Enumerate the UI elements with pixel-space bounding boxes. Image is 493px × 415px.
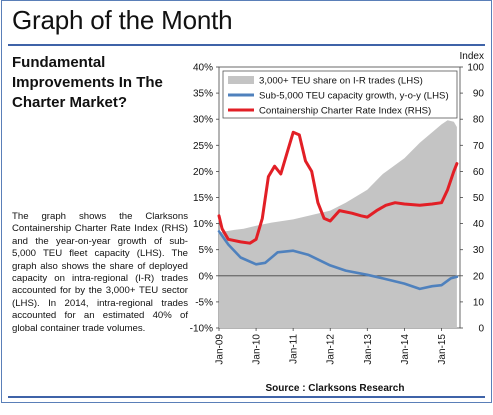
legend-label-2: Containership Charter Rate Index (RHS) [259,106,431,117]
y-right-tick-label: 20 [473,271,485,282]
combo-line-area-chart: -10% -5% 0% 5% 10% 15% 20% 25% 30% 35% 40% 0 10 20 30 4… [190,51,485,365]
y-right-tick-label: 60 [473,167,485,178]
chart-subtitle: Fundamental Improvements In The Charter … [12,54,163,111]
y-left-tick-label: 10% [193,219,213,230]
x-tick-label: Jan-14 [400,334,411,365]
y-right-tick-label: 50 [473,193,485,204]
graph-of-the-month-panel: Graph of the Month Fundamental Improveme… [1,0,492,403]
y-left-tick-label: -5% [195,297,213,308]
series-line-2 [217,130,459,245]
series-line-1 [217,230,459,291]
chart-description: The graph shows the Clarksons Containers… [12,211,188,334]
legend-swatch-0 [228,76,254,84]
y-right-tick-label: 100 [467,63,484,74]
x-tick-label: Jan-15 [437,334,448,365]
y-left-tick-label: 40% [193,63,213,74]
x-tick-label: Jan-12 [326,334,337,365]
legend-label-1: Sub-5,000 TEU capacity growth, y-o-y (LH… [259,91,449,102]
y-right-tick-label: 70 [473,141,485,152]
y-left-tick-label: 5% [199,245,214,256]
y-right-tick-label: 90 [473,89,485,100]
bottom-divider [8,396,485,398]
x-tick-label: Jan-13 [363,334,374,365]
y-left-tick-label: -10% [190,324,213,335]
x-tick-label: Jan-09 [215,334,226,365]
y-left-tick-label: 30% [193,115,213,126]
y-right-tick-label: 10 [473,297,485,308]
y-left-tick-label: 35% [193,89,213,100]
source-note: Source : Clarksons Research [265,383,405,394]
y-right-axis-title: Index [460,51,484,62]
x-tick-label: Jan-11 [289,334,300,364]
x-tick-label: Jan-10 [252,334,263,365]
y-left-tick-label: 15% [193,193,213,204]
y-right-tick-label: 40 [473,219,485,230]
y-left-tick-label: 20% [193,167,213,178]
y-right-tick-label: 0 [478,324,484,335]
y-left-tick-label: 0% [199,271,214,282]
y-right-tick-label: 80 [473,115,485,126]
legend-box [222,70,458,119]
legend-label-0: 3,000+ TEU share on I-R trades (LHS) [259,76,423,87]
title-divider [8,44,485,46]
page-title: Graph of the Month [12,5,233,35]
y-right-tick-label: 30 [473,245,485,256]
y-left-tick-label: 25% [193,141,213,152]
